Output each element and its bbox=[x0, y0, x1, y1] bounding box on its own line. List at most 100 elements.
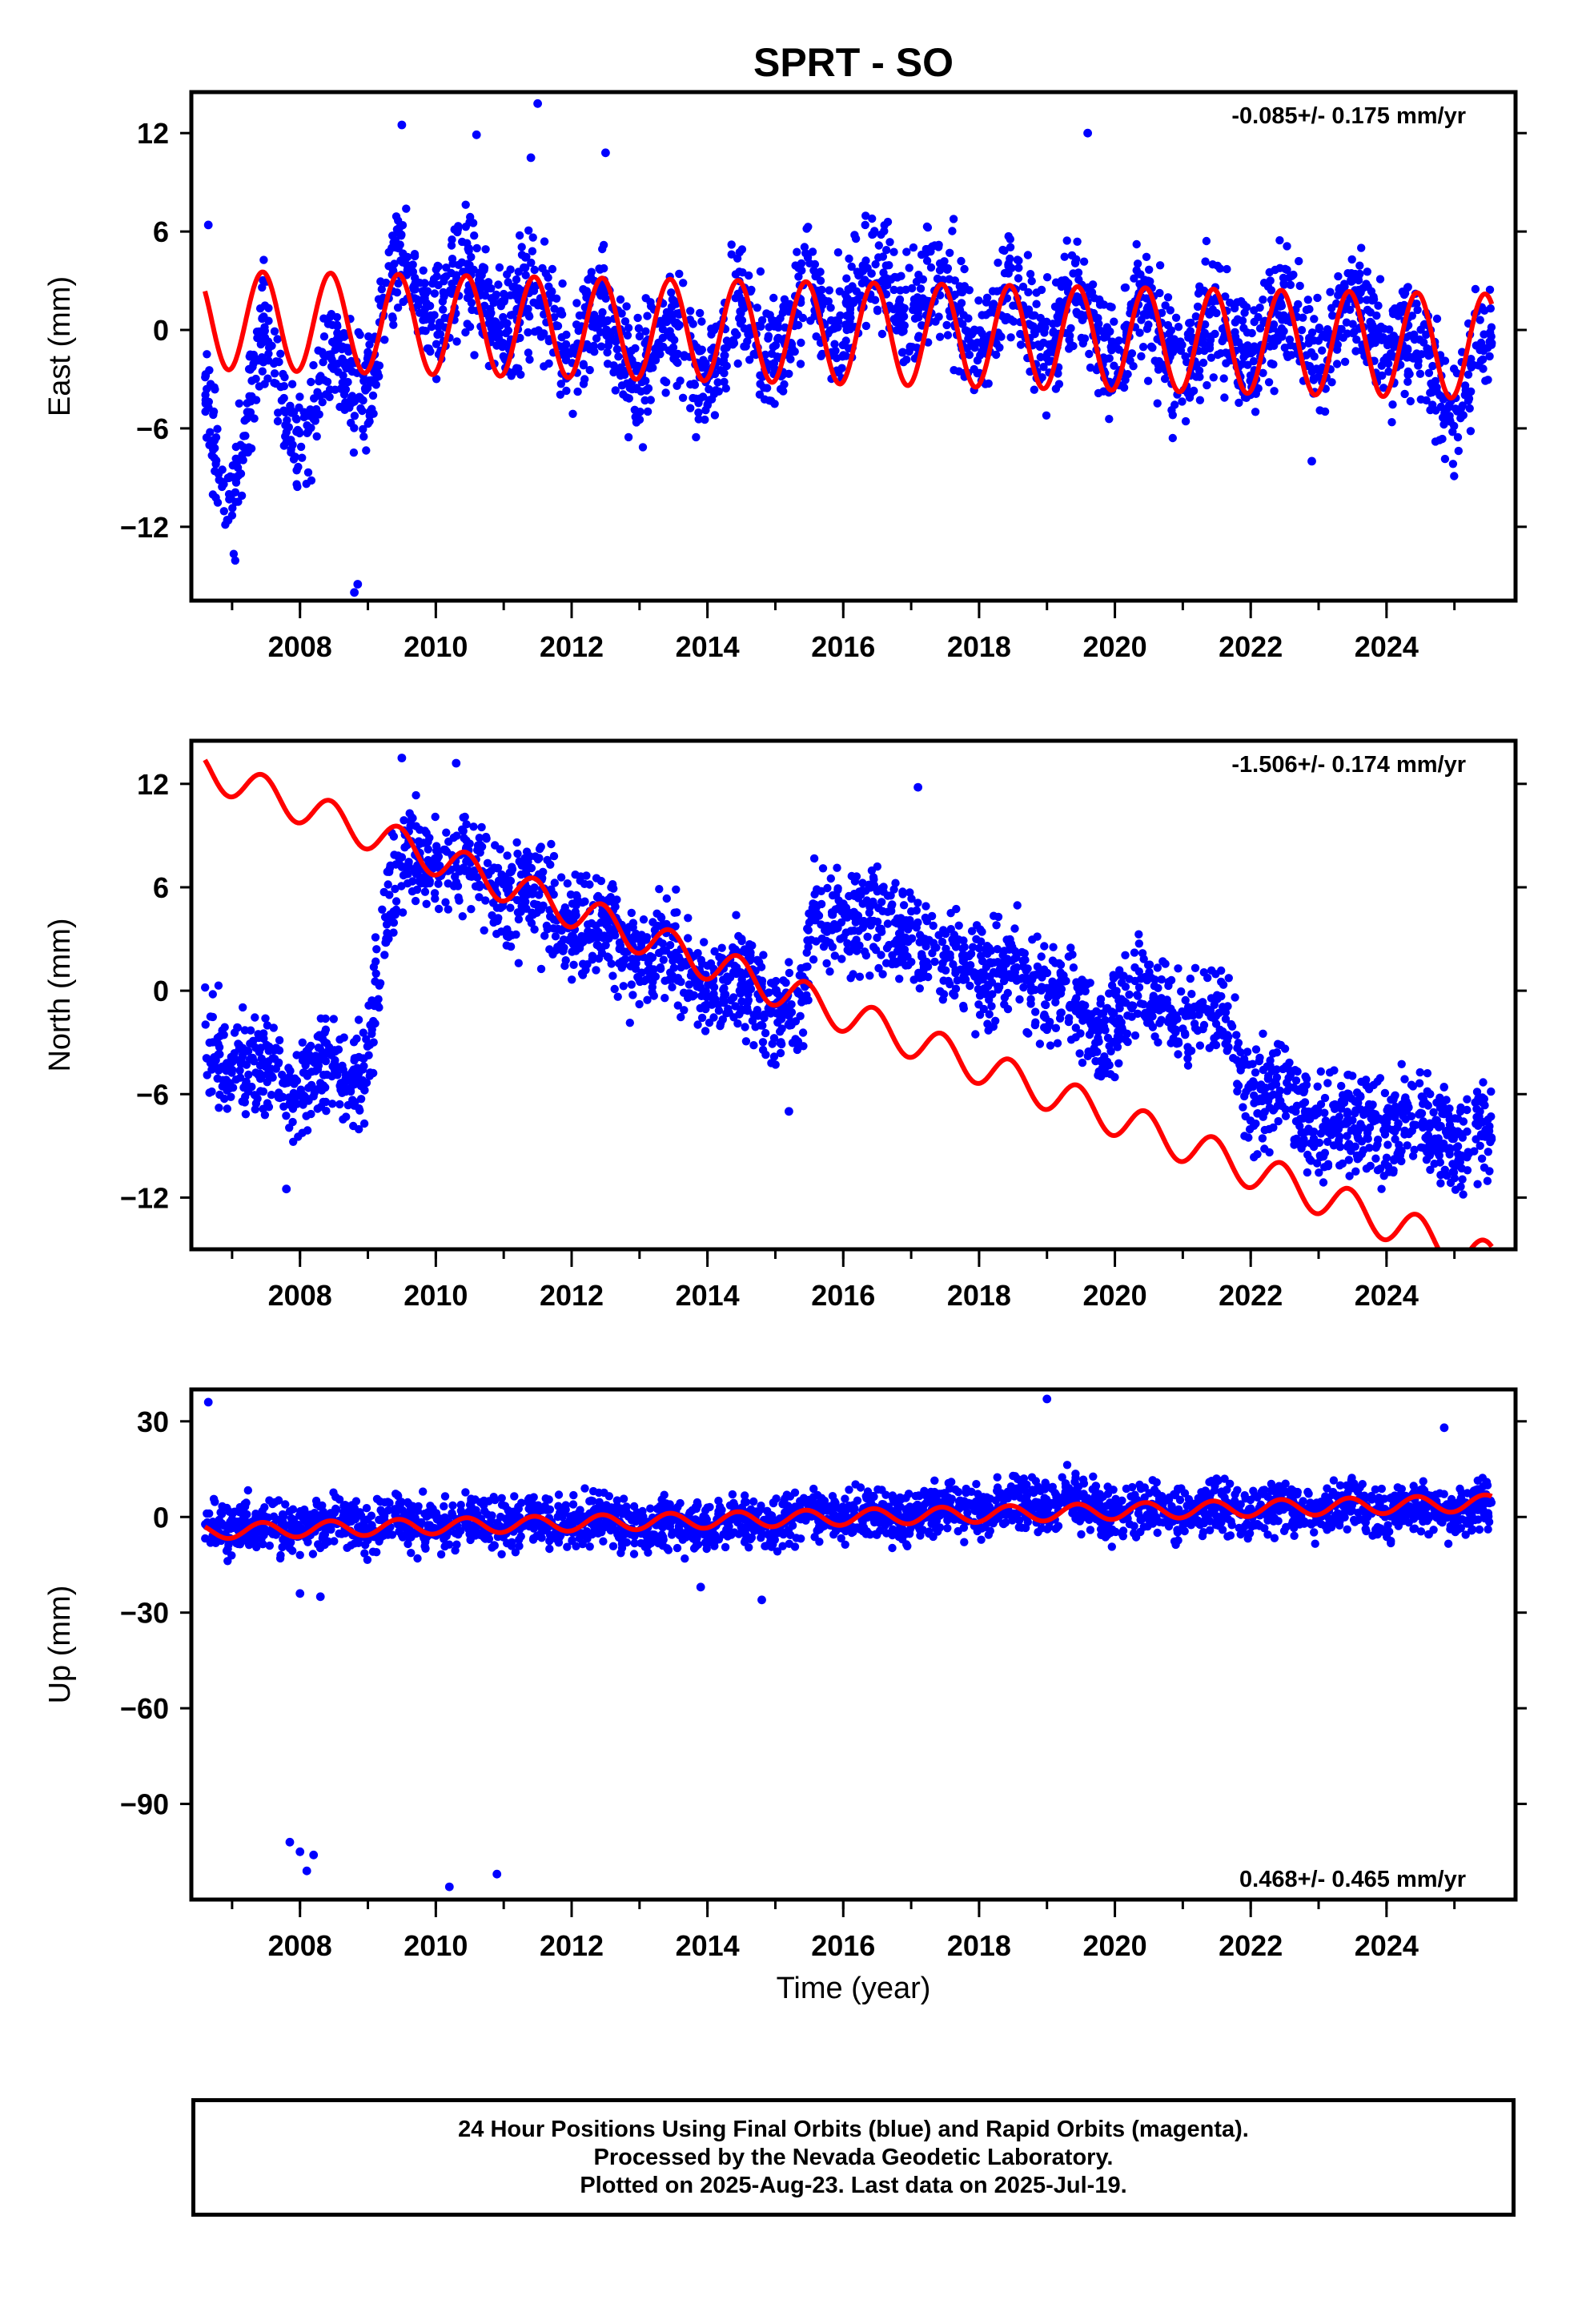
data-point bbox=[472, 243, 481, 253]
data-point bbox=[846, 974, 855, 983]
data-point bbox=[727, 250, 736, 259]
data-point bbox=[1431, 437, 1440, 446]
data-point bbox=[477, 280, 486, 290]
data-point bbox=[655, 885, 664, 894]
data-point bbox=[1030, 1020, 1040, 1030]
data-point bbox=[384, 262, 393, 271]
data-point bbox=[812, 332, 821, 341]
data-point bbox=[915, 984, 925, 993]
data-point bbox=[506, 903, 515, 912]
data-point bbox=[496, 903, 505, 913]
data-point bbox=[543, 925, 552, 934]
data-point bbox=[530, 925, 539, 934]
data-point bbox=[767, 1059, 776, 1068]
data-point bbox=[659, 947, 668, 955]
data-point bbox=[1327, 378, 1336, 387]
data-point bbox=[319, 314, 328, 323]
data-point bbox=[1299, 1140, 1308, 1148]
data-point bbox=[1471, 1098, 1480, 1107]
data-point bbox=[1266, 1092, 1275, 1101]
data-point bbox=[1485, 337, 1494, 346]
data-point bbox=[214, 981, 223, 990]
data-point bbox=[482, 834, 491, 843]
data-point bbox=[359, 1119, 369, 1128]
data-point bbox=[481, 896, 490, 905]
data-point bbox=[448, 259, 457, 268]
data-point bbox=[243, 1047, 253, 1056]
data-point bbox=[1110, 1008, 1118, 1018]
data-point bbox=[1316, 1067, 1326, 1076]
data-point bbox=[803, 253, 813, 262]
data-point bbox=[1342, 318, 1351, 327]
data-point bbox=[434, 879, 443, 888]
data-point bbox=[1301, 1072, 1310, 1081]
data-point bbox=[1415, 1108, 1425, 1117]
data-point bbox=[773, 319, 782, 328]
data-point bbox=[517, 243, 526, 251]
data-point bbox=[402, 863, 411, 872]
data-point bbox=[1221, 1015, 1231, 1023]
data-point bbox=[643, 407, 652, 416]
data-point bbox=[868, 214, 877, 223]
data-point bbox=[1210, 1034, 1219, 1043]
data-point bbox=[201, 399, 210, 408]
data-point bbox=[768, 1039, 777, 1048]
data-point bbox=[1328, 311, 1337, 320]
data-point bbox=[492, 325, 501, 334]
data-point bbox=[389, 928, 398, 937]
data-point bbox=[218, 1026, 227, 1035]
data-point bbox=[302, 1112, 311, 1120]
data-point bbox=[1105, 415, 1114, 424]
data-point bbox=[845, 891, 853, 901]
data-point bbox=[1220, 393, 1229, 402]
data-point bbox=[524, 348, 533, 357]
data-point bbox=[1014, 274, 1023, 283]
data-point bbox=[568, 975, 576, 984]
data-point bbox=[380, 336, 389, 344]
data-point bbox=[281, 408, 290, 417]
data-point bbox=[211, 433, 221, 442]
data-point bbox=[1064, 1017, 1074, 1027]
data-point bbox=[1439, 1083, 1448, 1092]
data-point bbox=[1169, 336, 1178, 345]
data-point bbox=[1286, 280, 1295, 289]
data-point bbox=[1066, 1035, 1076, 1044]
data-point bbox=[833, 317, 843, 326]
data-point bbox=[258, 283, 267, 292]
data-point bbox=[597, 291, 606, 300]
data-point bbox=[615, 365, 624, 374]
data-point bbox=[1047, 348, 1056, 356]
data-point bbox=[1270, 1079, 1279, 1088]
data-point bbox=[737, 300, 747, 309]
data-point bbox=[1318, 346, 1327, 355]
data-point bbox=[1174, 964, 1182, 973]
data-point bbox=[816, 267, 825, 276]
data-point bbox=[235, 1066, 244, 1076]
data-point bbox=[972, 935, 981, 944]
data-point bbox=[1481, 376, 1490, 385]
data-point bbox=[907, 895, 916, 903]
data-point bbox=[1054, 380, 1064, 388]
data-point bbox=[442, 828, 451, 837]
data-point bbox=[412, 790, 420, 800]
data-point bbox=[1056, 970, 1066, 979]
data-point bbox=[857, 279, 867, 287]
data-point bbox=[667, 332, 676, 341]
data-point bbox=[587, 267, 596, 276]
data-point bbox=[468, 305, 476, 315]
data-point bbox=[985, 1010, 994, 1019]
data-point bbox=[701, 359, 710, 368]
data-point bbox=[1006, 243, 1015, 251]
data-point bbox=[530, 265, 539, 275]
data-point bbox=[527, 258, 536, 267]
data-point bbox=[709, 989, 718, 999]
data-point bbox=[481, 245, 490, 254]
data-point bbox=[1448, 460, 1458, 468]
data-point bbox=[701, 415, 709, 424]
data-point bbox=[378, 905, 387, 915]
data-point bbox=[614, 352, 623, 361]
data-point bbox=[1051, 1023, 1061, 1033]
data-point bbox=[1072, 1002, 1082, 1011]
data-point bbox=[883, 891, 893, 900]
data-point bbox=[746, 984, 756, 994]
